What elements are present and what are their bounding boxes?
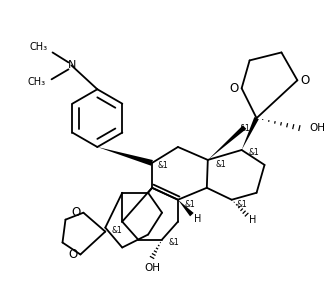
Text: &1: &1 <box>112 226 123 235</box>
Polygon shape <box>178 200 194 217</box>
Text: &1: &1 <box>236 200 247 209</box>
Text: &1: &1 <box>158 162 168 171</box>
Text: CH₃: CH₃ <box>29 42 48 52</box>
Text: O: O <box>72 206 81 219</box>
Text: &1: &1 <box>184 200 195 209</box>
Polygon shape <box>97 147 153 166</box>
Text: OH: OH <box>309 123 325 133</box>
Text: &1: &1 <box>169 238 179 247</box>
Text: CH₃: CH₃ <box>28 77 46 87</box>
Text: O: O <box>69 248 78 261</box>
Polygon shape <box>241 117 259 150</box>
Text: OH: OH <box>144 263 160 274</box>
Text: H: H <box>194 214 201 224</box>
Text: H: H <box>249 215 256 225</box>
Text: O: O <box>229 82 238 95</box>
Text: O: O <box>301 74 310 87</box>
Text: &1: &1 <box>215 160 226 169</box>
Polygon shape <box>208 125 246 160</box>
Text: N: N <box>68 61 76 70</box>
Text: &1: &1 <box>248 148 259 157</box>
Text: &1: &1 <box>239 124 250 133</box>
